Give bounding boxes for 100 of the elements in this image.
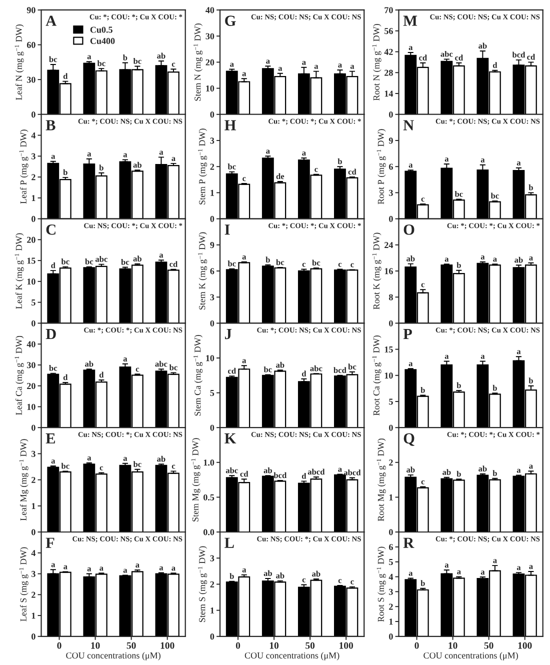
chart-title: G <box>225 16 236 26</box>
y-tick-label: 9 <box>210 242 214 248</box>
y-axis-title: Leaf Mg (mg g$^{−1}$ DW) <box>19 439 28 521</box>
data-label: c <box>350 580 354 584</box>
data-label: abcd <box>308 468 325 475</box>
data-label: bc <box>312 260 320 266</box>
data-label: a <box>493 559 497 564</box>
y-tick-label: 0 <box>32 424 36 431</box>
data-label: c <box>172 464 176 469</box>
data-label: ab <box>157 52 166 59</box>
y-tick-label: 20 <box>206 59 214 66</box>
data-label: a <box>51 563 56 568</box>
y-tick-label: 3 <box>389 588 393 595</box>
data-label: b <box>492 384 497 391</box>
y-tick-label: 0 <box>210 634 214 640</box>
data-label: abc <box>155 360 168 367</box>
y-tick-label: 2 <box>32 592 36 598</box>
y-tick-label: 6 <box>388 164 393 170</box>
x-tick-label: 100 <box>340 642 354 649</box>
data-label: a <box>242 72 246 76</box>
data-label: a <box>480 354 485 359</box>
data-label: bc <box>121 258 130 265</box>
y-tick-label: 2 <box>389 604 393 610</box>
data-label: bc <box>228 164 236 170</box>
x-tick-label: 0 <box>414 642 419 649</box>
y-tick-label: 0 <box>210 216 214 222</box>
y-axis-title: Stem Mg (mg g$^{−1}$ DW) <box>191 438 200 522</box>
data-label: a <box>529 565 533 570</box>
data-label: a <box>172 157 176 162</box>
chart-title: R <box>403 538 414 548</box>
data-label: c <box>350 263 354 268</box>
data-label: c <box>338 579 342 584</box>
y-tick-label: 14 <box>384 90 394 97</box>
y-tick-label: 30 <box>27 362 36 368</box>
data-label: ab <box>276 572 284 578</box>
data-label: b <box>266 256 270 263</box>
data-label: a <box>123 358 128 362</box>
data-label: d <box>99 372 104 378</box>
data-label: d <box>492 62 498 68</box>
y-tick-label: 3 <box>32 450 36 457</box>
data-label: a <box>338 64 342 68</box>
data-label: a <box>87 567 92 572</box>
data-label: c <box>100 466 104 470</box>
data-label: cd <box>228 368 236 374</box>
y-axis-title: Root Mg (mg g$^{−1}$ DW) <box>376 438 386 522</box>
data-label: a <box>266 60 270 64</box>
data-label: a <box>444 158 449 162</box>
data-label: bc <box>264 366 272 372</box>
y-tick-label: 3 <box>210 138 214 144</box>
y-tick-label: 1 <box>32 195 36 202</box>
y-tick-label: 1 <box>210 190 214 196</box>
data-label: b <box>99 164 104 170</box>
chart-title: B <box>46 120 56 130</box>
data-label: a <box>172 566 176 571</box>
data-label: abcd <box>344 469 361 476</box>
data-label: a <box>408 572 413 576</box>
y-tick-label: 56 <box>384 28 393 34</box>
data-label: a <box>51 154 56 159</box>
x-tick-label: 0 <box>236 642 240 649</box>
y-tick-label: 10 <box>384 372 393 379</box>
data-label: a <box>480 255 485 260</box>
y-axis-title: Root N (mg g$^{−1}$ DW) <box>372 24 382 101</box>
y-tick-label: 30 <box>206 33 214 40</box>
data-label: a <box>480 570 485 575</box>
data-label: a <box>159 566 164 570</box>
y-tick-label: 0 <box>210 320 214 326</box>
data-label: c <box>421 480 425 484</box>
data-label: a <box>242 255 246 260</box>
data-label: a <box>516 566 521 570</box>
y-axis-title: Stem P (mg g$^{−1}$ DW) <box>198 128 208 204</box>
chart-title: L <box>224 538 234 548</box>
x-tick-label: 50 <box>126 642 136 649</box>
y-tick-label: 20 <box>27 236 36 243</box>
data-label: a <box>314 64 318 69</box>
y-axis-title: Leaf P (mg g$^{−1}$ DW) <box>19 130 28 204</box>
data-label: a <box>242 568 246 572</box>
chart-title: P <box>403 329 412 340</box>
data-label: a <box>457 570 461 574</box>
x-axis-title: COU concentrations (μM) <box>424 652 518 660</box>
data-label: ab <box>406 256 415 262</box>
data-label: a <box>64 565 68 570</box>
data-label: a <box>408 164 413 168</box>
data-label: ab <box>157 456 166 462</box>
data-label: a <box>242 359 246 364</box>
data-label: a <box>529 464 533 469</box>
data-label: b <box>456 262 461 268</box>
data-label: bc <box>49 56 58 62</box>
data-label: b <box>420 386 425 393</box>
y-tick-label: 0 <box>32 216 36 222</box>
data-label: bcd <box>334 367 346 374</box>
data-label: b <box>420 580 425 586</box>
y-tick-label: 5 <box>32 300 36 306</box>
y-tick-label: 2 <box>210 581 214 588</box>
y-tick-label: 1 <box>389 494 393 500</box>
x-tick-label: 10 <box>448 642 458 649</box>
data-label: bc <box>133 461 142 467</box>
y-tick-label: 1.0 <box>204 460 214 466</box>
data-label: cd <box>240 470 248 477</box>
data-label: ab <box>406 466 415 473</box>
chart-title: Q <box>404 433 414 446</box>
